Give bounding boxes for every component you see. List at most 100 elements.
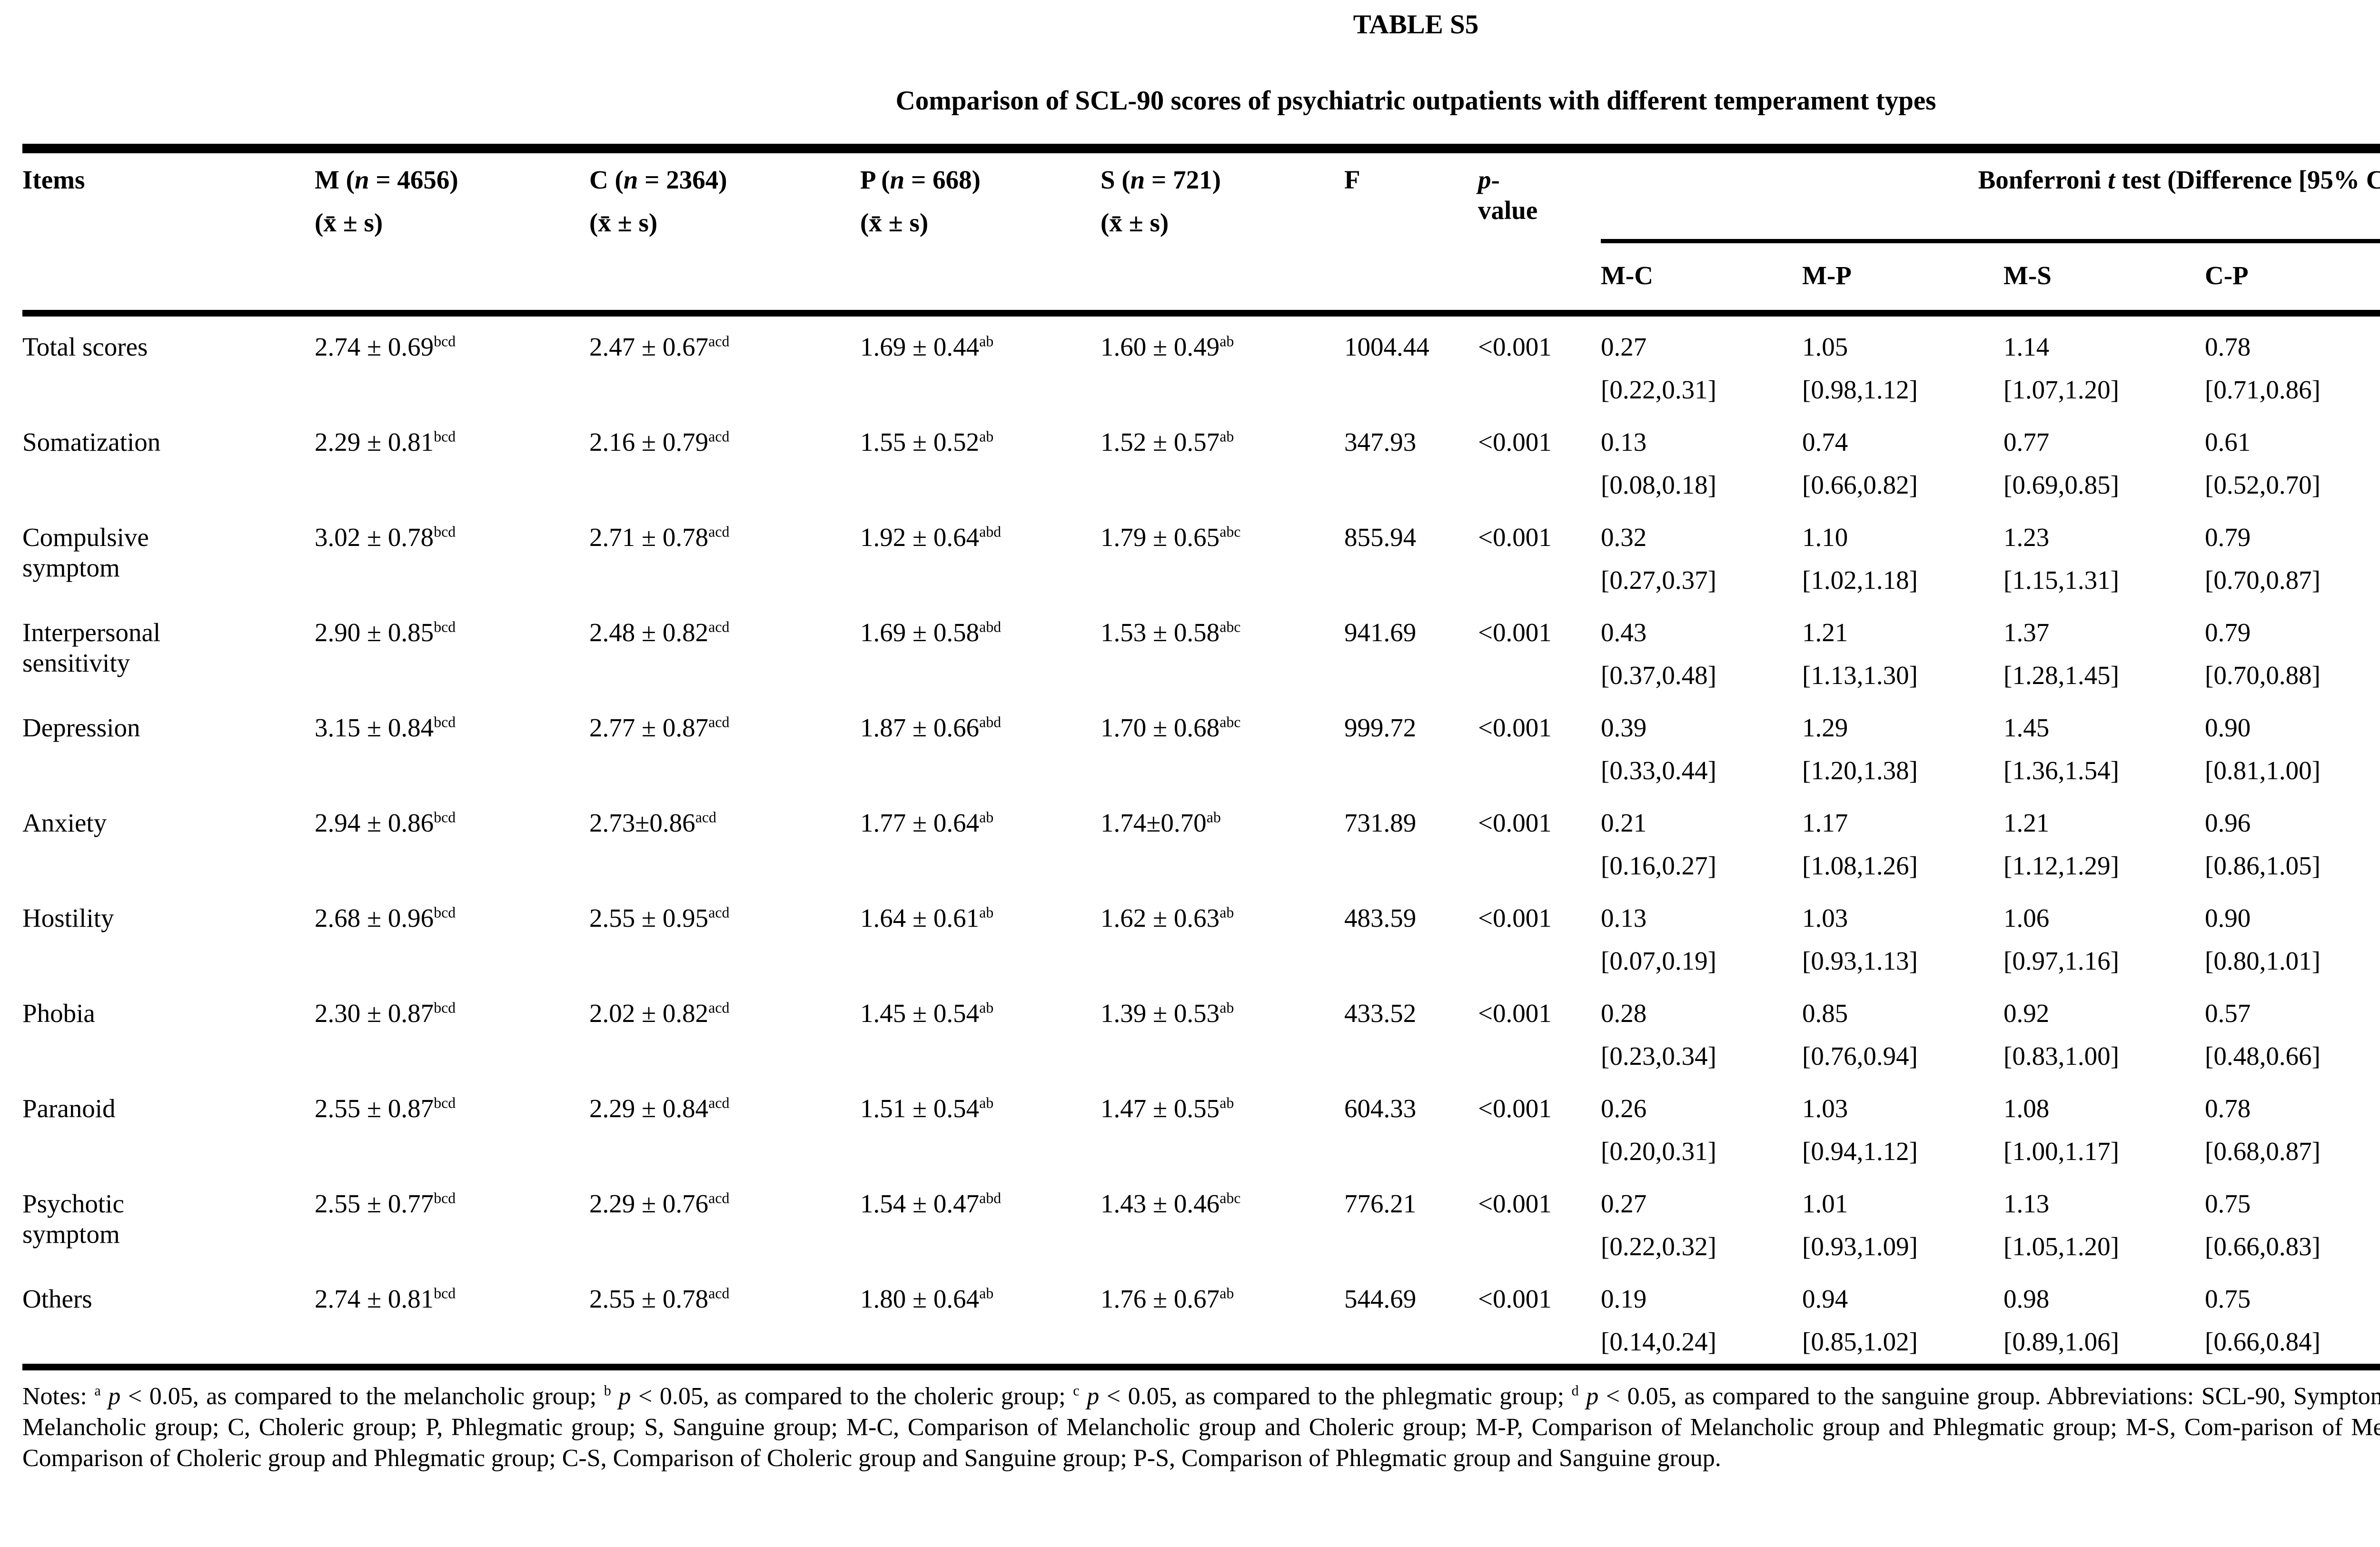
ci-value: [1.05,1.20] <box>2003 1232 2119 1261</box>
mean-sd: 2.77 ± 0.87 <box>589 713 709 742</box>
sig-superscript: acd <box>708 714 730 731</box>
ci-value: [0.89,1.06] <box>2003 1327 2119 1356</box>
mean-sd: 1.80 ± 0.64 <box>860 1284 980 1313</box>
mean-sd: 1.39 ± 0.53 <box>1101 999 1220 1028</box>
table-row: Compulsive symptom 3.02 ± 0.78bcd 2.71 ±… <box>22 507 2380 602</box>
sig-superscript: ab <box>979 1094 994 1111</box>
diff-value: 0.78 <box>2205 332 2251 361</box>
mean-sd: 1.92 ± 0.64 <box>860 523 980 552</box>
ci-value: [1.13,1.30] <box>1802 661 1918 690</box>
cell-c: 2.16 ± 0.79acd <box>589 412 860 507</box>
mean-sd: 2.90 ± 0.85 <box>315 618 434 647</box>
ci-value: [0.20,0.31] <box>1601 1137 1716 1166</box>
diff-value: 0.75 <box>2205 1284 2251 1313</box>
diff-value: 1.37 <box>2003 618 2050 647</box>
cell-m: 2.29 ± 0.81bcd <box>315 412 589 507</box>
mean-sd: 2.29 ± 0.76 <box>589 1189 709 1218</box>
cell-p: 1.55 ± 0.52ab <box>860 412 1101 507</box>
table-row: Psychotic symptom 2.55 ± 0.77bcd 2.29 ± … <box>22 1173 2380 1269</box>
sig-superscript: bcd <box>434 333 456 350</box>
diff-value: 0.78 <box>2205 1094 2251 1123</box>
sig-superscript: acd <box>708 904 730 921</box>
ci-value: [0.69,0.85] <box>2003 470 2119 499</box>
diff-value: 0.43 <box>1601 618 1647 647</box>
mean-sd: 1.45 ± 0.54 <box>860 999 980 1028</box>
group-c-label: C (n = 2364) <box>589 165 727 194</box>
col-items: Items <box>22 165 85 194</box>
row-label: Depression <box>22 713 140 742</box>
diff-value: 1.29 <box>1802 713 1848 742</box>
table-header: Items M (n = 4656) (x̄ ± s) C (n = 2364)… <box>22 149 2380 313</box>
sig-superscript: abc <box>1220 714 1241 731</box>
diff-value: 0.26 <box>1601 1094 1647 1123</box>
ci-value: [1.28,1.45] <box>2003 661 2119 690</box>
ci-value: [0.70,0.87] <box>2205 565 2320 595</box>
mean-sd: 1.69 ± 0.44 <box>860 332 980 361</box>
cell-m: 2.55 ± 0.77bcd <box>315 1173 589 1269</box>
table-row: Interpersonal sensitivity 2.90 ± 0.85bcd… <box>22 602 2380 697</box>
page-title: TABLE S5 <box>1353 10 1479 40</box>
cell-ms: 0.92 [0.83,1.00] <box>2003 983 2205 1078</box>
diff-value: 1.21 <box>1802 618 1848 647</box>
mean-sd: 1.69 ± 0.58 <box>860 618 980 647</box>
sig-superscript: abd <box>979 714 1002 731</box>
sig-superscript: acd <box>695 809 716 826</box>
diff-value: 0.13 <box>1601 903 1647 932</box>
group-p-stat: (x̄ ± s) <box>860 208 929 237</box>
diff-value: 0.32 <box>1601 523 1647 552</box>
mean-sd: 1.54 ± 0.47 <box>860 1189 980 1218</box>
diff-value: 0.92 <box>2003 999 2050 1028</box>
diff-value: 0.96 <box>2205 808 2251 837</box>
diff-value: 0.90 <box>2205 713 2251 742</box>
cell-mp: 1.29 [1.20,1.38] <box>1802 697 2003 793</box>
cell-s: 1.70 ± 0.68abc <box>1101 697 1344 793</box>
cell-pvalue: <0.001 <box>1478 427 1552 456</box>
mean-sd: 1.51 ± 0.54 <box>860 1094 980 1123</box>
cell-pvalue: <0.001 <box>1478 713 1552 742</box>
mean-sd: 2.74 ± 0.81 <box>315 1284 434 1313</box>
sig-superscript: ab <box>979 428 994 445</box>
sig-superscript: ab <box>1220 333 1234 350</box>
diff-value: 0.85 <box>1802 999 1848 1028</box>
col-group-m: M (n = 4656) (x̄ ± s) <box>315 149 589 313</box>
cell-cp: 0.90 [0.81,1.00] <box>2205 697 2380 793</box>
cell-ms: 1.14 [1.07,1.20] <box>2003 313 2205 412</box>
bonferroni-header: Bonferroni t test (Difference [95% CI]) <box>1601 149 2380 243</box>
cell-mc: 0.26 [0.20,0.31] <box>1601 1078 1802 1173</box>
ci-value: [0.66,0.83] <box>2205 1232 2320 1261</box>
mean-sd: 2.68 ± 0.96 <box>315 903 434 932</box>
table-notes: Notes: a p < 0.05, as compared to the me… <box>22 1382 2380 1472</box>
cell-c: 2.71 ± 0.78acd <box>589 507 860 602</box>
ci-value: [0.08,0.18] <box>1601 470 1716 499</box>
cell-mp: 0.94 [0.85,1.02] <box>1802 1269 2003 1367</box>
cell-f: 1004.44 <box>1344 332 1429 361</box>
cell-ms: 0.98 [0.89,1.06] <box>2003 1269 2205 1367</box>
mean-sd: 2.29 ± 0.84 <box>589 1094 709 1123</box>
cell-p: 1.69 ± 0.44ab <box>860 313 1101 412</box>
group-m-label: M (n = 4656) <box>315 165 458 194</box>
cell-c: 2.48 ± 0.82acd <box>589 602 860 697</box>
ci-value: [0.33,0.44] <box>1601 756 1716 785</box>
ci-value: [0.22,0.31] <box>1601 375 1716 404</box>
table-body: Total scores 2.74 ± 0.69bcd 2.47 ± 0.67a… <box>22 313 2380 1367</box>
mean-sd: 2.16 ± 0.79 <box>589 427 709 456</box>
ci-value: [0.07,0.19] <box>1601 946 1716 975</box>
mean-sd: 2.94 ± 0.86 <box>315 808 434 837</box>
mean-sd: 1.47 ± 0.55 <box>1101 1094 1220 1123</box>
cell-cp: 0.79 [0.70,0.87] <box>2205 507 2380 602</box>
mean-sd: 2.47 ± 0.67 <box>589 332 709 361</box>
sig-superscript: bcd <box>434 1285 456 1302</box>
ci-value: [0.93,1.13] <box>1802 946 1918 975</box>
cell-p: 1.92 ± 0.64abd <box>860 507 1101 602</box>
sig-superscript: abc <box>1220 618 1241 635</box>
row-label: Somatization <box>22 427 161 456</box>
mean-sd: 1.87 ± 0.66 <box>860 713 980 742</box>
cell-m: 2.68 ± 0.96bcd <box>315 888 589 983</box>
cell-mp: 1.10 [1.02,1.18] <box>1802 507 2003 602</box>
cell-mp: 0.74 [0.66,0.82] <box>1802 412 2003 507</box>
cell-pvalue: <0.001 <box>1478 618 1552 647</box>
cell-pvalue: <0.001 <box>1478 999 1552 1028</box>
cell-ms: 1.08 [1.00,1.17] <box>2003 1078 2205 1173</box>
cell-p: 1.77 ± 0.64ab <box>860 793 1101 888</box>
diff-value: 0.79 <box>2205 523 2251 552</box>
